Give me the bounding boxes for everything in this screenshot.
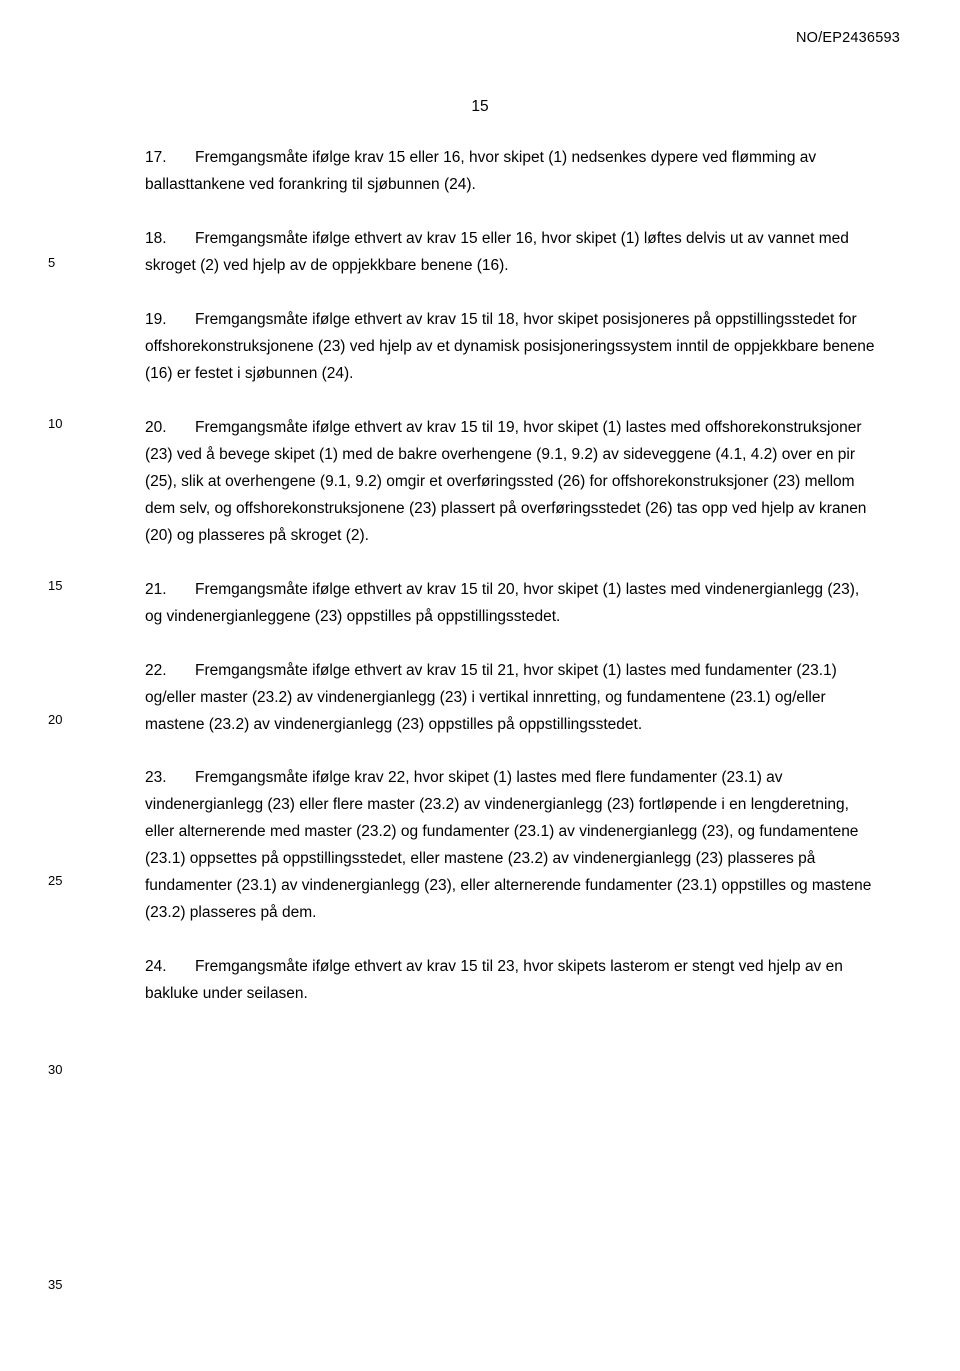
line-marker-20: 20 [48, 712, 62, 727]
line-marker-10: 10 [48, 416, 62, 431]
line-marker-15: 15 [48, 578, 62, 593]
body-text: 17.Fremgangsmåte ifølge krav 15 eller 16… [145, 145, 875, 1008]
page: NO/EP2436593 15 5 10 15 20 25 30 35 17.F… [0, 0, 960, 1371]
line-marker-30: 30 [48, 1062, 62, 1077]
line-marker-25: 25 [48, 873, 62, 888]
claim-22: 22.Fremgangsmåte ifølge ethvert av krav … [145, 658, 875, 739]
claim-number: 22. [145, 658, 195, 685]
line-marker-5: 5 [48, 255, 55, 270]
claim-23: 23.Fremgangsmåte ifølge krav 22, hvor sk… [145, 765, 875, 927]
claim-18: 18.Fremgangsmåte ifølge ethvert av krav … [145, 226, 875, 280]
claim-text: Fremgangsmåte ifølge ethvert av krav 15 … [145, 230, 849, 274]
document-id: NO/EP2436593 [796, 30, 900, 46]
claim-17: 17.Fremgangsmåte ifølge krav 15 eller 16… [145, 145, 875, 199]
claim-number: 21. [145, 577, 195, 604]
claim-number: 20. [145, 415, 195, 442]
claim-text: Fremgangsmåte ifølge krav 22, hvor skipe… [145, 769, 871, 921]
claim-text: Fremgangsmåte ifølge ethvert av krav 15 … [145, 581, 859, 625]
claim-21: 21.Fremgangsmåte ifølge ethvert av krav … [145, 577, 875, 631]
line-marker-35: 35 [48, 1277, 62, 1292]
claim-number: 24. [145, 954, 195, 981]
claim-number: 23. [145, 765, 195, 792]
claim-text: Fremgangsmåte ifølge ethvert av krav 15 … [145, 662, 837, 733]
claim-19: 19.Fremgangsmåte ifølge ethvert av krav … [145, 307, 875, 388]
claim-text: Fremgangsmåte ifølge ethvert av krav 15 … [145, 419, 866, 544]
claim-20: 20.Fremgangsmåte ifølge ethvert av krav … [145, 415, 875, 550]
claim-number: 18. [145, 226, 195, 253]
claim-text: Fremgangsmåte ifølge krav 15 eller 16, h… [145, 149, 816, 193]
page-number: 15 [0, 98, 960, 116]
claim-text: Fremgangsmåte ifølge ethvert av krav 15 … [145, 958, 843, 1002]
claim-number: 17. [145, 145, 195, 172]
claim-text: Fremgangsmåte ifølge ethvert av krav 15 … [145, 311, 875, 382]
claim-24: 24.Fremgangsmåte ifølge ethvert av krav … [145, 954, 875, 1008]
claim-number: 19. [145, 307, 195, 334]
